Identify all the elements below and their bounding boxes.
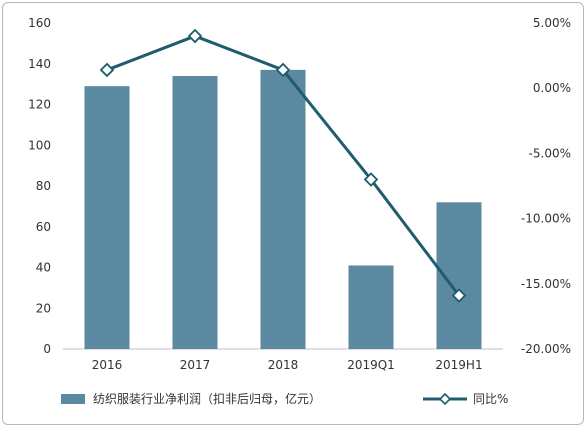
y-left-tick-label: 160 <box>28 16 51 30</box>
y-right-tick-label: 0.00% <box>533 81 571 95</box>
x-tick-label: 2016 <box>92 358 123 372</box>
y-left-tick-label: 0 <box>43 342 51 356</box>
y-left-tick-label: 60 <box>36 220 51 234</box>
y-right-tick-label: -15.00% <box>521 277 571 291</box>
y-right-tick-label: 5.00% <box>533 16 571 30</box>
bar-2018 <box>260 69 306 350</box>
yoy-marker-2016 <box>99 62 115 78</box>
legend-diamond-icon <box>438 392 452 406</box>
y-left-tick-label: 140 <box>28 57 51 71</box>
yoy-marker-2017 <box>187 28 203 44</box>
yoy-marker-2019Q1 <box>363 172 379 187</box>
legend-line-label: 同比% <box>473 392 508 406</box>
yoy-marker-2018 <box>275 62 291 78</box>
y-right-tick-label: -20.00% <box>521 342 571 356</box>
combo-chart: 0 20 40 60 80 100 120 140 160 -20.00% -15.00% -10.0… <box>28 16 571 406</box>
x-tick-label: 2017 <box>180 358 211 372</box>
y-left-tick-label: 100 <box>28 138 51 152</box>
bar-2019Q1 <box>348 265 394 349</box>
y-right-tick-label: -10.00% <box>521 212 571 226</box>
y-left-tick-label: 80 <box>36 179 51 193</box>
x-tick-label: 2019H1 <box>435 358 482 372</box>
bar-2016 <box>84 86 130 349</box>
y-left-tick-label: 40 <box>36 261 51 275</box>
x-tick-label: 2018 <box>268 358 299 372</box>
y-left-tick-label: 120 <box>28 98 51 112</box>
y-left-tick-label: 20 <box>36 301 51 315</box>
legend-bar-label: 纺织服装行业净利润（扣非后归母，亿元） <box>93 391 321 406</box>
chart-frame: 0 20 40 60 80 100 120 140 160 -20.00% -15.00% -10.0… <box>2 2 584 425</box>
yoy-marker-2019H1 <box>451 288 467 303</box>
x-tick-label: 2019Q1 <box>347 358 395 372</box>
y-right-tick-label: -5.00% <box>529 146 571 160</box>
legend-bar-swatch <box>61 394 85 404</box>
bar-2017 <box>172 75 218 349</box>
